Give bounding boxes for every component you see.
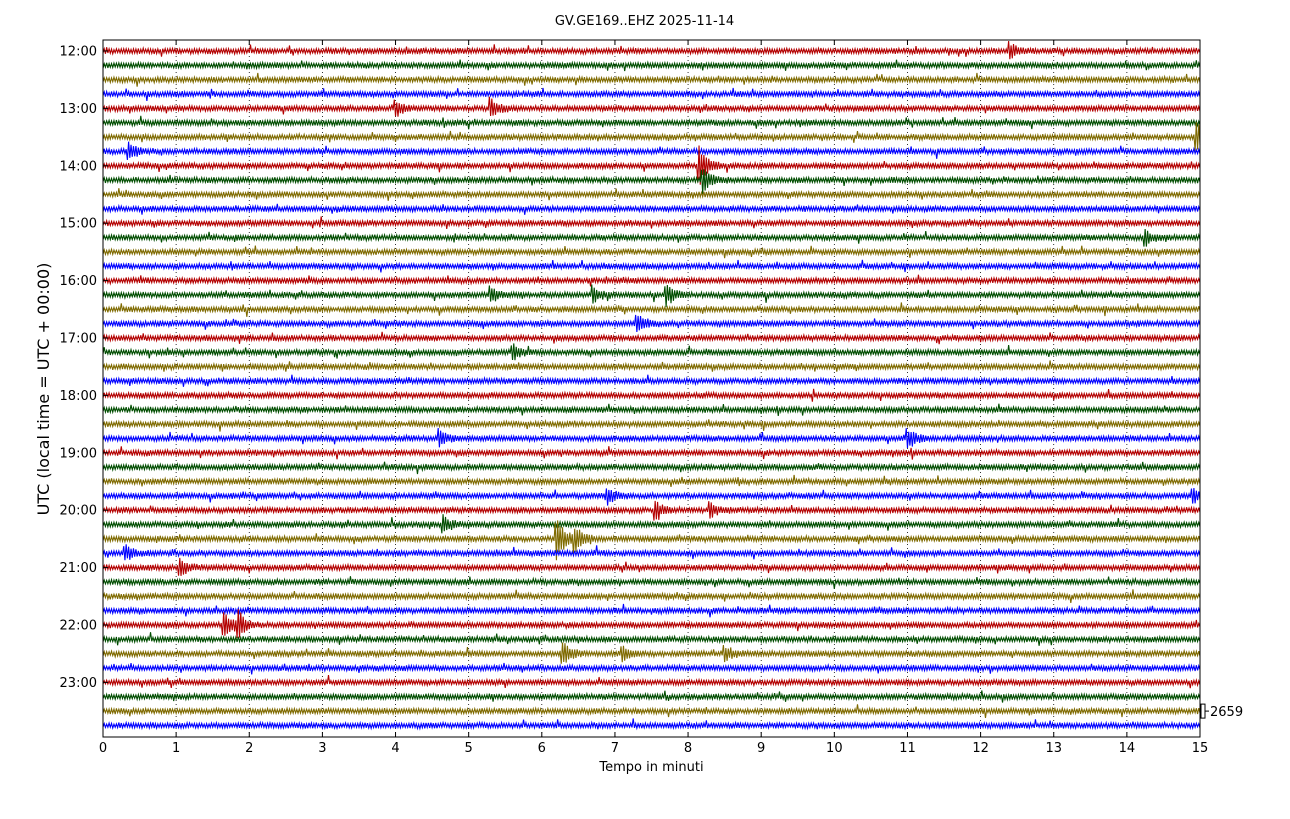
x-tick-label-4: 4 [391, 741, 399, 756]
trace-5 [102, 115, 1201, 130]
trace-25 [102, 403, 1201, 417]
x-axis-ticks: 0 1 2 3 4 5 6 7 8 9 10 11 12 13 14 15 [99, 40, 1208, 756]
trace-9 [102, 169, 1201, 195]
amplitude-scale: 2659 [1200, 703, 1243, 720]
y-tick-label-2: 14:00 [60, 159, 97, 174]
x-tick-label-8: 8 [684, 741, 692, 756]
trace-7 [102, 141, 1201, 160]
trace-21 [102, 343, 1201, 361]
trace-16 [102, 274, 1201, 287]
x-axis-label: Tempo in minuti [598, 760, 703, 775]
grid-lines [175, 40, 1128, 737]
trace-14 [102, 245, 1201, 259]
trace-19 [102, 314, 1201, 333]
trace-31 [102, 487, 1201, 506]
scale-bar [1200, 703, 1206, 719]
trace-43 [102, 662, 1201, 675]
trace-6 [102, 122, 1201, 151]
trace-22 [102, 360, 1201, 372]
trace-47 [102, 718, 1201, 731]
x-tick-label-3: 3 [318, 741, 326, 756]
trace-27 [102, 428, 1201, 449]
x-tick-label-14: 14 [1119, 741, 1136, 756]
trace-33 [102, 514, 1201, 534]
trace-46 [102, 704, 1201, 719]
trace-41 [102, 632, 1201, 646]
x-tick-label-1: 1 [172, 741, 180, 756]
y-tick-label-1: 13:00 [60, 102, 97, 117]
y-tick-label-8: 20:00 [60, 504, 97, 519]
trace-12 [102, 216, 1201, 230]
y-tick-label-0: 12:00 [60, 45, 97, 60]
trace-15 [102, 259, 1201, 273]
x-tick-label-6: 6 [538, 741, 546, 756]
trace-35 [102, 544, 1201, 561]
y-tick-label-9: 21:00 [60, 561, 97, 576]
x-tick-label-7: 7 [611, 741, 619, 756]
trace-10 [102, 188, 1201, 201]
y-tick-label-7: 19:00 [60, 446, 97, 461]
y-tick-label-6: 18:00 [60, 389, 97, 404]
trace-1 [102, 59, 1201, 72]
y-axis-label: UTC (local time = UTC + 00:00) [34, 263, 53, 516]
x-tick-label-9: 9 [757, 741, 765, 756]
trace-24 [102, 388, 1201, 402]
y-tick-label-10: 22:00 [60, 619, 97, 634]
trace-42 [102, 642, 1201, 664]
trace-34 [102, 520, 1201, 561]
trace-45 [102, 690, 1201, 703]
x-tick-label-13: 13 [1045, 741, 1062, 756]
trace-23 [102, 374, 1201, 387]
trace-28 [102, 446, 1201, 460]
trace-11 [102, 203, 1201, 215]
trace-32 [102, 500, 1201, 521]
y-tick-label-11: 23:00 [60, 676, 97, 691]
x-tick-label-12: 12 [972, 741, 989, 756]
trace-29 [102, 461, 1201, 475]
trace-17 [102, 284, 1201, 308]
trace-38 [102, 589, 1201, 604]
y-axis-ticks: 12:00 13:00 14:00 15:00 16:00 17:00 18:00 19:00… [60, 45, 108, 691]
chart-title: GV.GE169..EHZ 2025-11-14 [555, 14, 734, 29]
trace-39 [102, 603, 1201, 618]
trace-36 [102, 557, 1201, 576]
scale-label: 2659 [1210, 705, 1243, 720]
trace-4 [102, 96, 1201, 117]
trace-8 [102, 145, 1201, 185]
trace-3 [102, 87, 1201, 101]
x-tick-label-0: 0 [99, 741, 107, 756]
trace-20 [102, 331, 1201, 345]
y-tick-label-5: 17:00 [60, 332, 97, 347]
x-tick-label-11: 11 [899, 741, 916, 756]
x-tick-label-5: 5 [465, 741, 473, 756]
trace-18 [102, 302, 1201, 317]
y-tick-label-3: 15:00 [60, 217, 97, 232]
x-tick-label-10: 10 [826, 741, 843, 756]
trace-44 [102, 674, 1201, 689]
x-tick-label-2: 2 [245, 741, 253, 756]
y-tick-label-4: 16:00 [60, 274, 97, 289]
x-tick-label-15: 15 [1192, 741, 1209, 756]
trace-37 [102, 576, 1201, 589]
trace-26 [102, 418, 1201, 432]
trace-2 [102, 72, 1201, 87]
trace-40 [102, 609, 1201, 638]
plot-frame [102, 39, 1201, 738]
trace-30 [102, 474, 1201, 487]
seismic-traces [102, 40, 1201, 731]
trace-0 [102, 40, 1201, 60]
trace-13 [102, 228, 1201, 247]
